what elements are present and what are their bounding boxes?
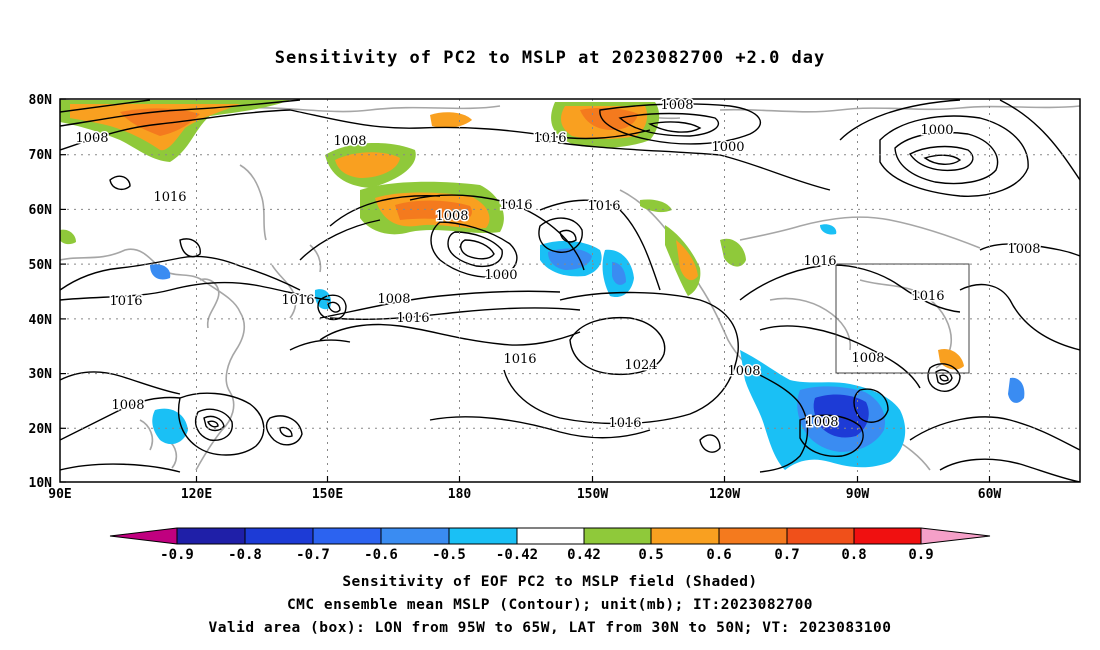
colorbar-swatch	[787, 528, 854, 544]
colorbar-swatch	[177, 528, 245, 544]
lon-label: 150E	[312, 487, 343, 502]
contour-label: 1016	[153, 190, 186, 205]
colorbar-swatch	[921, 528, 990, 544]
colorbar-swatch	[313, 528, 381, 544]
caption-line-2: CMC ensemble mean MSLP (Contour); unit(m…	[286, 597, 814, 613]
longitude-labels: 90E 120E 150E 180 150W 120W 90W 60W	[48, 487, 1001, 502]
contour-label: 1008	[805, 415, 838, 430]
contour-label: 1016	[533, 131, 566, 146]
contour-label: 1008	[75, 131, 108, 146]
contour-label: 1008	[333, 134, 366, 149]
contour-label: 1008	[435, 209, 468, 224]
lat-label: 60N	[29, 203, 53, 218]
lon-label: 90W	[846, 487, 870, 502]
contour-label: 1016	[911, 289, 944, 304]
chart-title: Sensitivity of PC2 to MSLP at 2023082700…	[274, 48, 826, 68]
colorbar-label: 0.8	[841, 547, 866, 563]
contour-label: 1008	[727, 364, 760, 379]
colorbar-label: 0.42	[567, 547, 601, 563]
colorbar-swatch	[854, 528, 921, 544]
lon-label: 90E	[48, 487, 71, 502]
map-frame	[59, 98, 1081, 483]
lat-label: 70N	[29, 148, 53, 163]
lat-label: 20N	[29, 422, 53, 437]
gridlines	[60, 99, 1080, 482]
caption-line-1: Sensitivity of EOF PC2 to MSLP field (Sh…	[342, 574, 758, 590]
contour-label: 1016	[109, 294, 142, 309]
lon-label: 60W	[978, 487, 1002, 502]
colorbar-swatch	[381, 528, 449, 544]
lon-label: 120W	[709, 487, 740, 502]
sensitivity-shading	[60, 100, 1025, 470]
valid-area-box	[835, 263, 970, 374]
mslp-contours	[60, 99, 1080, 482]
colorbar: -0.9 -0.8 -0.7 -0.6 -0.5 -0.42 0.42 0.5 …	[109, 527, 991, 563]
lon-label: 180	[448, 487, 472, 502]
caption-line-3: Valid area (box): LON from 95W to 65W, L…	[208, 620, 892, 636]
colorbar-label: -0.6	[364, 547, 398, 563]
contour-label: 1016	[587, 199, 620, 214]
coastlines	[60, 99, 1080, 471]
contour-label: 1000	[484, 268, 517, 283]
contour-label: 1008	[851, 351, 884, 366]
lon-label: 120E	[181, 487, 212, 502]
colorbar-swatch	[584, 528, 651, 544]
lat-label: 50N	[29, 258, 53, 273]
colorbar-label: -0.42	[496, 547, 538, 563]
colorbar-label: -0.8	[228, 547, 262, 563]
contour-label: 1016	[608, 416, 641, 431]
lat-label: 30N	[29, 367, 53, 382]
contour-label: 1016	[503, 352, 536, 367]
colorbar-label: -0.9	[160, 547, 194, 563]
colorbar-label: 0.6	[706, 547, 731, 563]
colorbar-label: -0.7	[296, 547, 330, 563]
colorbar-swatch	[245, 528, 313, 544]
colorbar-swatch	[651, 528, 719, 544]
colorbar-swatch	[719, 528, 787, 544]
contour-label: 1000	[920, 123, 953, 138]
contour-label: 1016	[281, 293, 314, 308]
colorbar-label: 0.7	[774, 547, 799, 563]
axis-ticks	[60, 98, 991, 483]
lat-label: 10N	[29, 476, 53, 491]
colorbar-label: -0.5	[432, 547, 466, 563]
colorbar-swatch	[517, 528, 584, 544]
lon-label: 150W	[577, 487, 608, 502]
contour-label: 1008	[660, 98, 693, 113]
contour-label: 1008	[377, 292, 410, 307]
map-plot-area	[60, 99, 1080, 482]
contour-label: 1008	[111, 398, 144, 413]
colorbar-swatch	[449, 528, 517, 544]
contour-labels: 1008 1008 1008 1000 1016 1016 1000 1008 …	[74, 97, 1042, 433]
colorbar-label: 0.5	[638, 547, 663, 563]
lat-label: 40N	[29, 313, 53, 328]
contour-label: 1016	[499, 198, 532, 213]
latitude-labels: 80N 70N 60N 50N 40N 30N 20N 10N	[29, 93, 53, 491]
colorbar-label: 0.9	[908, 547, 933, 563]
contour-label: 1008	[1007, 242, 1040, 257]
lat-label: 80N	[29, 93, 53, 108]
contour-label: 1016	[396, 311, 429, 326]
colorbar-swatch	[110, 528, 177, 544]
contour-label: 1016	[803, 254, 836, 269]
contour-label: 1000	[711, 140, 744, 155]
contour-label: 1024	[624, 358, 657, 373]
